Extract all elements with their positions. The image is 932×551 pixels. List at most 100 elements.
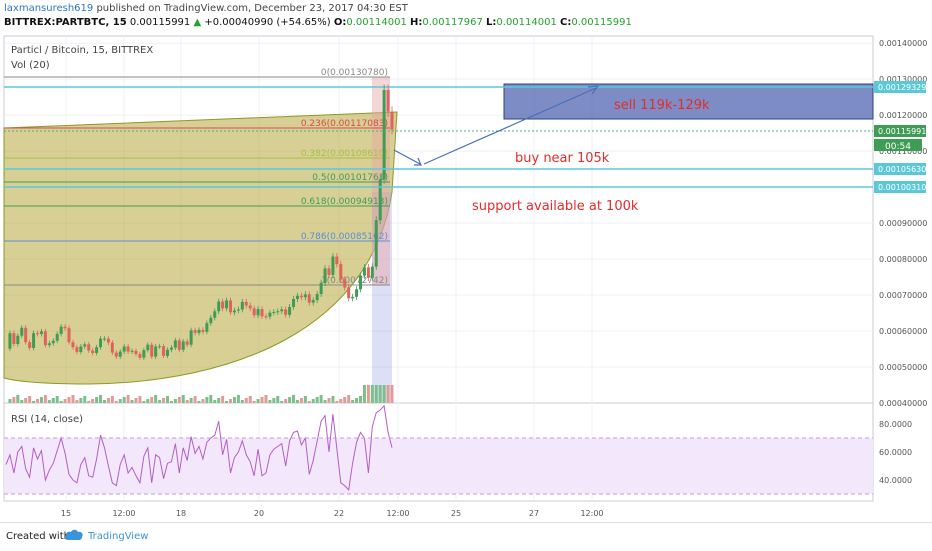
volume-bar [386, 385, 390, 403]
price-tick-label: 0.00130000 [879, 75, 927, 84]
volume-bar [114, 401, 118, 403]
price-tag [874, 125, 926, 137]
candle-body [110, 342, 114, 353]
candle-body [209, 317, 213, 324]
price-candles [8, 84, 394, 360]
arrow-down-line[interactable] [393, 149, 421, 165]
candle-body [252, 308, 256, 316]
time-tick-label: 12:00 [580, 509, 603, 518]
author-link[interactable]: laxmansuresh619 [4, 3, 94, 14]
candle-body [339, 264, 343, 280]
price-axis[interactable]: 0.00140000 0.00130000 0.00120000 0.00110000… [879, 39, 927, 408]
annotation-support[interactable]: support available at 100k [472, 199, 639, 214]
candle-body [213, 311, 217, 318]
volume-bar [323, 400, 327, 403]
candle-body [292, 299, 296, 307]
candle-body [8, 333, 12, 349]
rsi-axis[interactable]: 80.0000 60.0000 40.0000 [879, 420, 912, 485]
candle-body [106, 338, 110, 343]
rsi-band [4, 438, 873, 494]
price-tag [874, 163, 926, 175]
volume-bar [20, 400, 24, 403]
volume-bar [169, 401, 173, 403]
volume-bar [347, 395, 351, 403]
rsi-path [5, 404, 393, 491]
tradingview-link[interactable]: TradingView [88, 531, 149, 542]
volume-bar [51, 398, 55, 403]
candle-body [268, 312, 272, 317]
time-tick-label: 18 [176, 509, 186, 518]
time-axis[interactable]: 15 12:00 18 20 22 12:00 25 27 12:00 [61, 509, 604, 518]
candle-body [362, 267, 366, 276]
candle-body [83, 344, 87, 347]
arrow-up-line[interactable] [423, 87, 597, 165]
volume-bar [378, 385, 382, 403]
volume-bar [390, 385, 394, 403]
up-arrow-icon: ▲ [193, 17, 202, 28]
fib-retracement[interactable]: 0(0.00130780) 0.236(0.00117083) 0.382(0.00… [4, 68, 873, 286]
volume-bar [59, 401, 63, 403]
volume-bar [366, 385, 370, 403]
price-tick-label: 0.00040000 [879, 399, 927, 408]
candle-body [229, 300, 233, 313]
candle-body [16, 335, 20, 344]
volume-bar [284, 399, 288, 403]
price-tick-label: 0.00050000 [879, 363, 927, 372]
volume-bar [351, 400, 355, 403]
candle-body [173, 340, 177, 348]
candle-body [347, 287, 351, 299]
candle-body [378, 179, 382, 221]
created-with: Created with [6, 531, 70, 542]
volume-bar [173, 399, 177, 403]
publish-info: laxmansuresh619 published on TradingView… [4, 3, 408, 14]
volume-bars [8, 385, 394, 403]
chart-area[interactable]: 0(0.00130780) 0.236(0.00117083) 0.382(0.00… [0, 32, 932, 522]
candle-body [142, 350, 146, 358]
ohlc-bar: BITTREX:PARTBTC, 15 0.00115991 ▲ +0.0004… [4, 17, 632, 28]
candle-body [36, 333, 40, 335]
candle-body [189, 330, 193, 345]
arc-shape[interactable] [3, 111, 398, 385]
volume-bar [343, 397, 347, 403]
volume-bar [374, 385, 378, 403]
price-tick-label: 0.00110000 [879, 147, 927, 156]
volume-label: Vol (20) [11, 60, 50, 71]
volume-bar [355, 398, 359, 403]
candle-body [288, 306, 292, 315]
volume-bar [232, 397, 236, 403]
volume-bar [177, 397, 181, 403]
volume-bar [126, 395, 130, 403]
volume-bar [122, 397, 126, 403]
volume-bar [24, 398, 28, 403]
candle-body [374, 220, 378, 267]
time-tick-label: 25 [451, 509, 461, 518]
volume-bar [75, 400, 79, 403]
volume-bar [268, 400, 272, 403]
volume-bar [138, 396, 142, 403]
candle-body [59, 326, 63, 334]
volume-bar [8, 399, 12, 403]
volume-bar [213, 400, 217, 403]
volume-bar [130, 400, 134, 403]
candle-body [382, 89, 386, 180]
candle-body [99, 338, 103, 348]
candle-body [311, 300, 315, 303]
price-tick-label: 0.00070000 [879, 291, 927, 300]
candle-body [71, 342, 75, 348]
candle-body [264, 316, 268, 318]
volume-bar [315, 397, 319, 403]
fib-level-label: 0.786(0.00085162) [301, 232, 388, 242]
volume-bar [205, 397, 209, 403]
volume-bar [91, 399, 95, 403]
annotation-sell[interactable]: sell 119k-129k [614, 98, 710, 113]
volume-bar [71, 395, 75, 403]
price-tag [874, 81, 926, 93]
volume-bar [236, 395, 240, 403]
annotation-buy[interactable]: buy near 105k [515, 151, 610, 166]
candle-body [118, 351, 122, 357]
volume-bar [102, 400, 106, 403]
volume-bar [256, 399, 260, 403]
candle-body [343, 279, 347, 288]
candle-body [158, 346, 162, 348]
rsi-tick-label: 80.0000 [879, 420, 912, 429]
